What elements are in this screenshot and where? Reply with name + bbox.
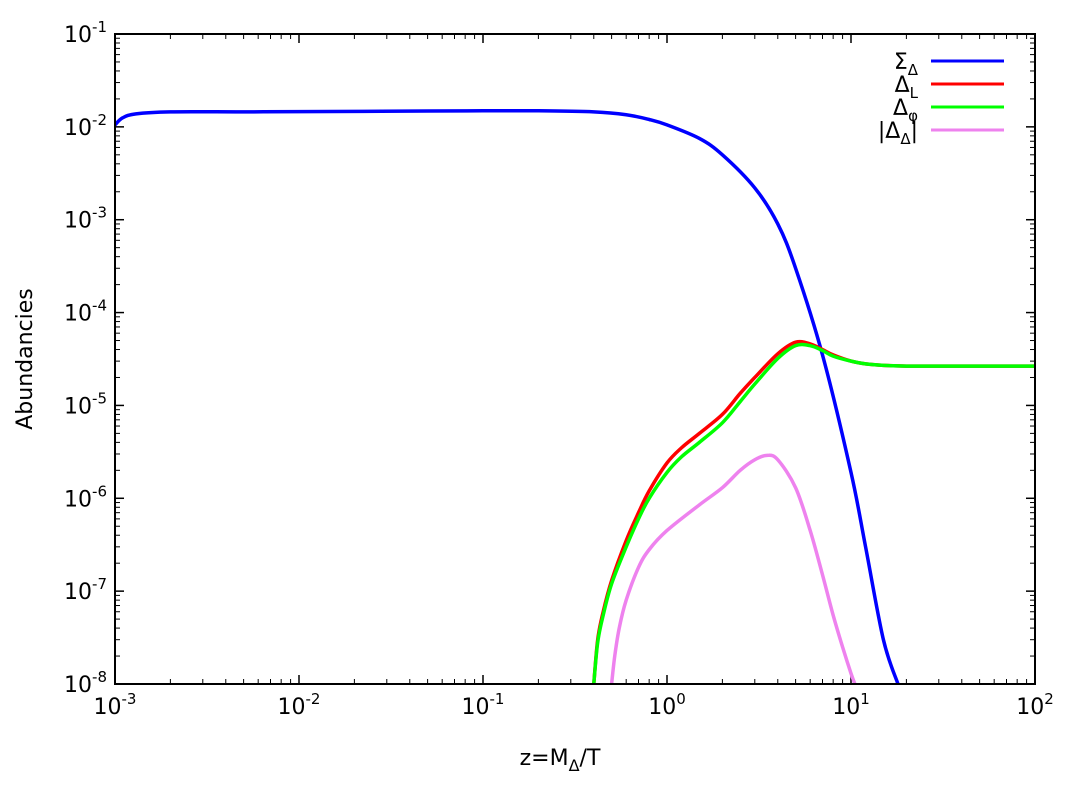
- x-tick-label: 10-1: [462, 690, 505, 720]
- y-tick-label: 10-6: [64, 482, 107, 512]
- y-tick-label: 10-4: [64, 297, 107, 327]
- series-line-delta-l: [592, 339, 1035, 684]
- x-axis-label: z=MΔ/T: [520, 746, 601, 775]
- y-tick-label: 10-1: [64, 18, 107, 48]
- legend-label-delta-phi: Δφ: [893, 96, 918, 125]
- y-tick-label: 10-8: [64, 668, 107, 698]
- x-tick-labels: 10-3 10-2 10-1 100 101 102: [94, 690, 1054, 720]
- y-axis-label: Abundancies: [13, 288, 38, 430]
- y-tick-label: 10-7: [64, 575, 107, 605]
- series-line-delta-phi: [592, 342, 1035, 684]
- series-lines: [115, 108, 1035, 684]
- y-tick-labels: 10-8 10-7 10-6 10-5 10-4 10-3 10-2 10-1: [64, 18, 107, 698]
- x-tick-label: 10-2: [278, 690, 321, 720]
- series-line-abs-delta-delta: [609, 453, 857, 684]
- legend-label-abs-delta-delta: |ΔΔ|: [878, 119, 918, 148]
- plot-frame: [114, 33, 1036, 685]
- y-tick-label: 10-5: [64, 389, 107, 419]
- x-tick-label: 102: [1016, 690, 1054, 720]
- x-tick-label: 100: [648, 690, 686, 720]
- y-tick-label: 10-3: [64, 204, 107, 234]
- legend-label-sigma-delta: ΣΔ: [894, 50, 919, 79]
- series-line-sigma-delta: [115, 108, 900, 684]
- x-tick-label: 10-3: [94, 690, 137, 720]
- y-tick-label: 10-2: [64, 111, 107, 141]
- legend-label-delta-l: ΔL: [895, 73, 919, 102]
- x-tick-label: 101: [832, 690, 870, 720]
